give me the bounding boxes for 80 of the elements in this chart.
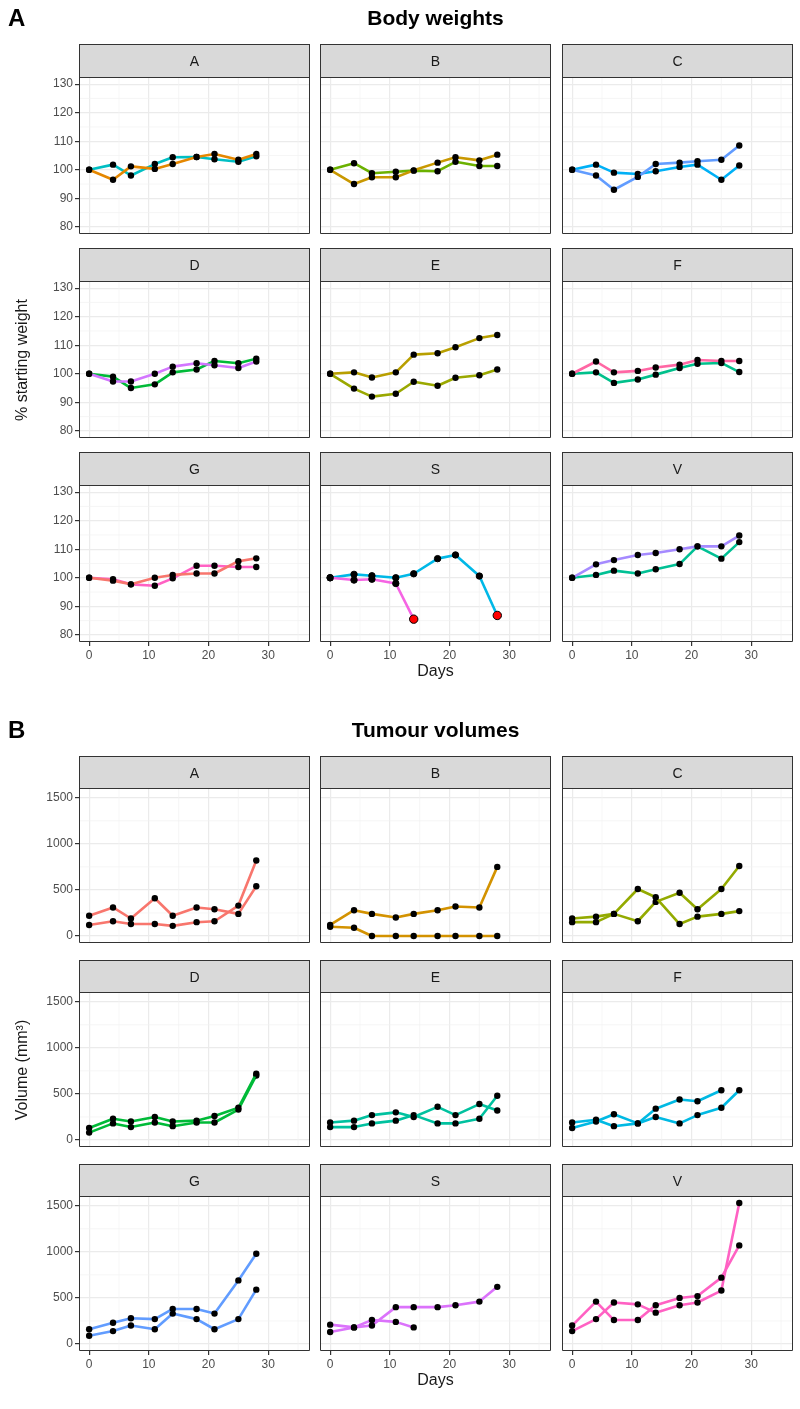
y-tick-label: 130 <box>52 76 74 91</box>
x-axis-title: Days <box>417 662 454 680</box>
y-tick-label: 1500 <box>46 1198 74 1213</box>
chart-title: S <box>320 452 551 486</box>
y-tick-label: 130 <box>52 484 74 499</box>
x-tick-label: 20 <box>684 647 699 662</box>
y-tick-label: 110 <box>53 337 74 352</box>
y-tick-label: 120 <box>52 512 74 527</box>
y-tick-label: 1000 <box>46 836 74 851</box>
y-tick-label: 500 <box>52 1290 74 1305</box>
y-tick-label: 80 <box>59 219 74 234</box>
y-tick-label: 1500 <box>46 994 74 1009</box>
chart-title: F <box>562 960 793 993</box>
y-tick-label: 120 <box>52 308 74 323</box>
x-tick-label: 10 <box>625 647 639 662</box>
x-tick-label: 30 <box>261 647 276 662</box>
x-tick-label: 20 <box>684 1356 699 1371</box>
chart-title: A <box>79 44 310 78</box>
x-tick-label: 20 <box>201 647 216 662</box>
text: B <box>8 716 26 744</box>
x-tick-label: 0 <box>326 1356 334 1371</box>
y-tick-label: 0 <box>66 1132 74 1147</box>
text: Body weights <box>367 6 504 30</box>
chart-title: V <box>562 452 793 486</box>
chart-title: G <box>79 452 310 486</box>
y-tick-label: 120 <box>52 104 74 119</box>
x-tick-label: 20 <box>201 1356 216 1371</box>
y-tick-label: 110 <box>53 133 74 148</box>
x-tick-label: 20 <box>442 647 457 662</box>
x-tick-label: 30 <box>744 1356 759 1371</box>
y-tick-label: 0 <box>66 928 74 943</box>
chart-title: V <box>562 1164 793 1197</box>
x-tick-label: 10 <box>142 647 156 662</box>
x-tick-label: 0 <box>85 647 93 662</box>
y-tick-label: 1000 <box>46 1040 74 1055</box>
y-tick-label: 90 <box>59 394 74 409</box>
chart-title: S <box>320 1164 551 1197</box>
x-axis-title: Days <box>417 1371 454 1389</box>
chart-title: C <box>562 756 793 789</box>
y-axis-title: Volume (mm³) <box>13 1019 31 1120</box>
y-tick-label: 500 <box>52 1086 74 1101</box>
chart-title: D <box>79 960 310 993</box>
x-tick-label: 20 <box>442 1356 457 1371</box>
text: Tumour volumes <box>351 718 520 742</box>
y-tick-label: 90 <box>59 598 74 613</box>
chart-title: C <box>562 44 793 78</box>
x-tick-label: 0 <box>326 647 334 662</box>
chart-title: B <box>320 44 551 78</box>
text: A <box>8 4 26 32</box>
y-axis-title: % starting weight <box>13 298 31 421</box>
y-tick-label: 1000 <box>46 1244 74 1259</box>
y-tick-label: 80 <box>59 423 74 438</box>
y-tick-label: 110 <box>53 541 74 556</box>
x-tick-label: 30 <box>502 647 517 662</box>
y-tick-label: 500 <box>52 882 74 897</box>
x-tick-label: 30 <box>744 647 759 662</box>
x-tick-label: 10 <box>142 1356 156 1371</box>
x-tick-label: 0 <box>85 1356 93 1371</box>
x-tick-label: 30 <box>502 1356 517 1371</box>
y-tick-label: 100 <box>52 366 74 381</box>
chart-title: G <box>79 1164 310 1197</box>
y-tick-label: 130 <box>52 280 74 295</box>
x-tick-label: 0 <box>568 647 576 662</box>
y-tick-label: 1500 <box>46 790 74 805</box>
x-tick-label: 30 <box>261 1356 276 1371</box>
chart-title: A <box>79 756 310 789</box>
y-tick-label: 100 <box>52 570 74 585</box>
x-tick-label: 0 <box>568 1356 576 1371</box>
chart-title: B <box>320 756 551 789</box>
chart-title: D <box>79 248 310 282</box>
x-tick-label: 10 <box>625 1356 639 1371</box>
y-tick-label: 100 <box>52 162 74 177</box>
y-tick-label: 0 <box>66 1336 74 1351</box>
x-tick-label: 10 <box>383 647 397 662</box>
x-tick-label: 10 <box>383 1356 397 1371</box>
chart-title: E <box>320 960 551 993</box>
chart-title: F <box>562 248 793 282</box>
y-tick-label: 80 <box>59 627 74 642</box>
chart-title: E <box>320 248 551 282</box>
y-tick-label: 90 <box>59 190 74 205</box>
